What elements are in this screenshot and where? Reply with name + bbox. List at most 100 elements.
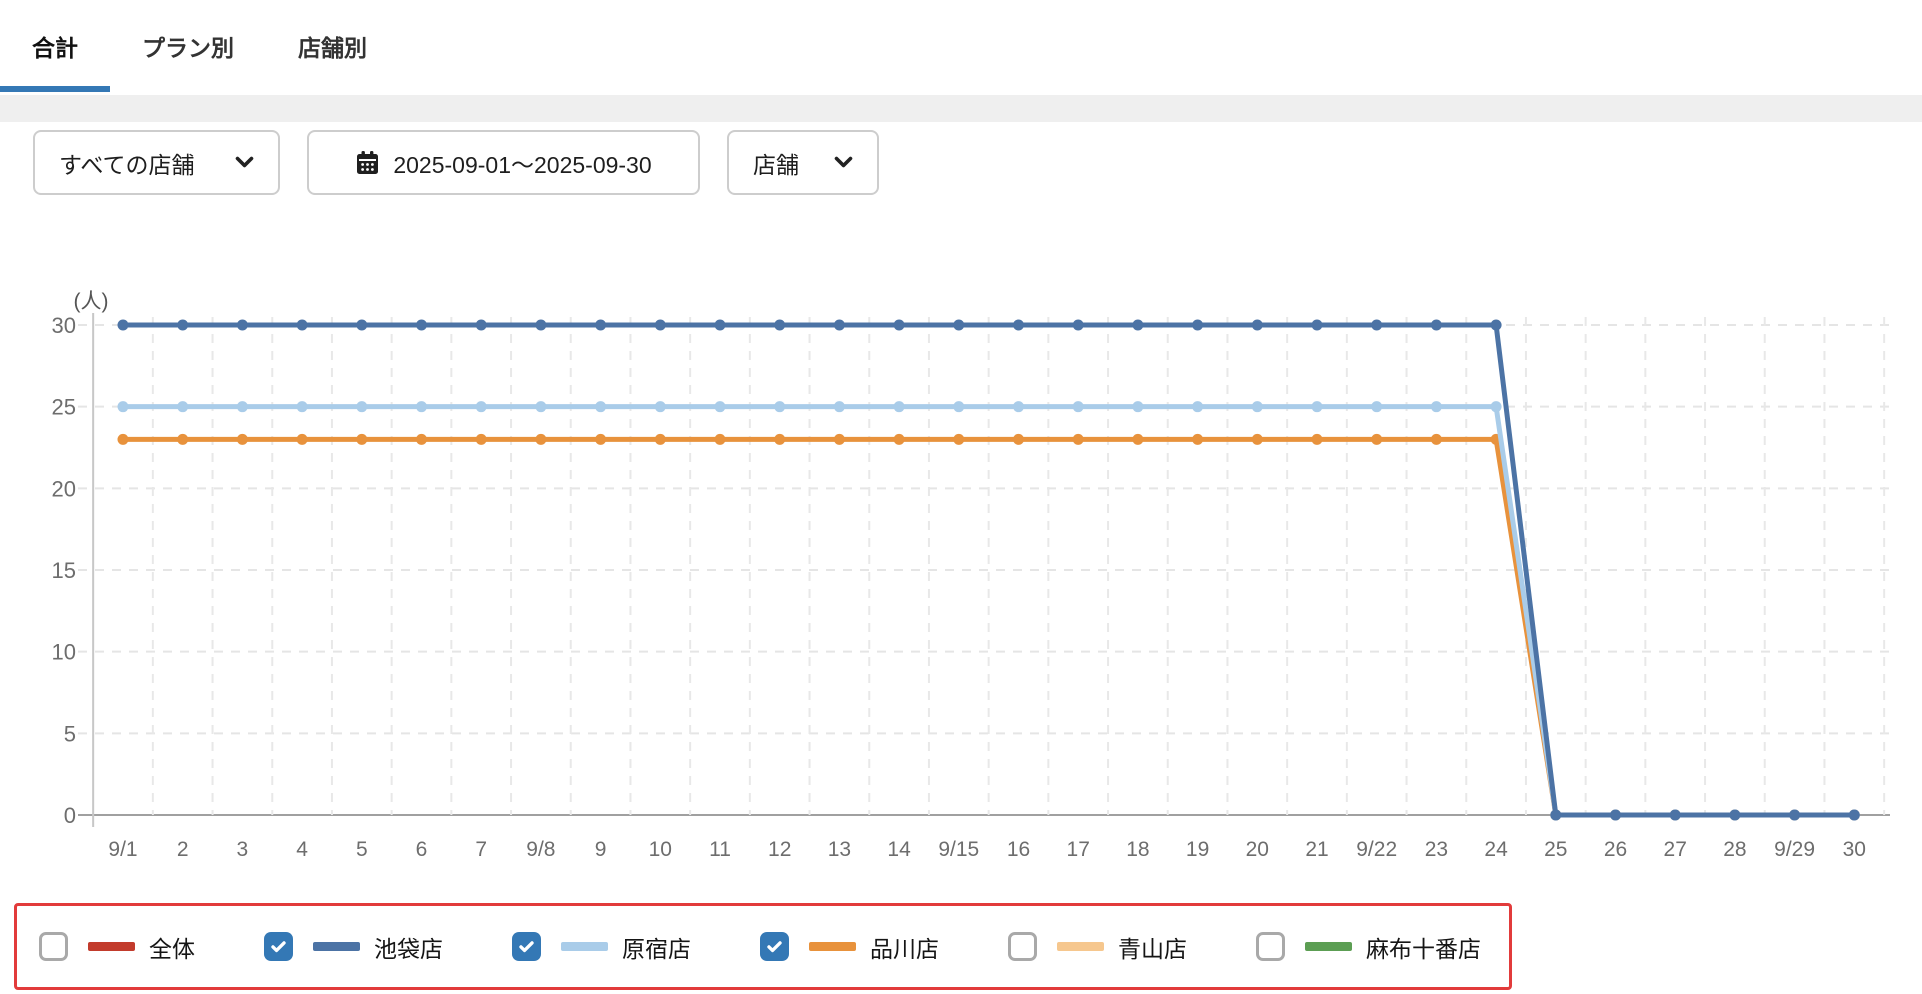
chevron-down-icon [834, 156, 853, 169]
svg-text:15: 15 [52, 558, 76, 583]
legend-item-4[interactable]: 青山店 [1008, 930, 1187, 964]
date-range-picker[interactable]: 2025-09-01～2025-09-30 [307, 130, 700, 195]
y-tick-labels: 0 5 10 15 20 25 30 [52, 313, 76, 828]
svg-text:17: 17 [1067, 838, 1090, 861]
y-axis-unit-label: (人) [73, 290, 109, 313]
legend-swatch [809, 942, 856, 951]
data-point [1669, 809, 1681, 821]
legend-item-1[interactable]: 池袋店 [264, 930, 443, 964]
tab-by-plan-label: プラン別 [142, 35, 234, 61]
data-point [356, 433, 368, 445]
data-point [953, 401, 965, 413]
legend-item-2[interactable]: 原宿店 [512, 930, 691, 964]
data-point [1610, 809, 1621, 821]
series-lines [117, 319, 1860, 821]
data-point [1729, 809, 1741, 821]
data-point [117, 319, 129, 331]
data-point [1430, 433, 1442, 445]
svg-text:25: 25 [1544, 838, 1567, 861]
svg-text:14: 14 [887, 838, 911, 861]
data-point [714, 433, 726, 445]
legend-item-5[interactable]: 麻布十番店 [1256, 930, 1481, 964]
data-point [654, 319, 666, 331]
data-point [1371, 401, 1383, 413]
data-point [356, 319, 368, 331]
series-line-2 [123, 322, 1855, 818]
checkbox-checked-icon[interactable] [760, 932, 789, 961]
data-point [1371, 433, 1383, 445]
data-point [1311, 319, 1323, 331]
legend-swatch [1057, 942, 1104, 951]
divider-strip [0, 95, 1922, 122]
svg-text:19: 19 [1186, 838, 1209, 861]
data-point [1192, 319, 1204, 331]
svg-text:12: 12 [768, 838, 791, 861]
data-point [117, 433, 129, 445]
data-point [475, 433, 487, 445]
data-point [774, 433, 786, 445]
svg-text:4: 4 [296, 838, 308, 861]
data-point [714, 401, 726, 413]
data-point [1490, 319, 1502, 331]
data-point [1311, 401, 1323, 413]
data-point [535, 433, 547, 445]
svg-text:2: 2 [177, 838, 189, 861]
data-point [595, 401, 607, 413]
svg-text:27: 27 [1664, 838, 1687, 861]
svg-text:30: 30 [1843, 838, 1866, 861]
svg-text:30: 30 [52, 313, 76, 338]
data-point [833, 401, 845, 413]
store-select[interactable]: すべての店舗 [33, 130, 280, 195]
checkbox-unchecked-icon[interactable] [1008, 932, 1037, 961]
data-point [1251, 433, 1263, 445]
checkbox-checked-icon[interactable] [512, 932, 541, 961]
svg-text:9/1: 9/1 [108, 838, 137, 861]
filter-bar: すべての店舗 2025-09-01～2025-09-30 店舗 [33, 130, 879, 195]
tab-by-store-label: 店舗別 [298, 35, 367, 61]
checkbox-checked-icon[interactable] [264, 932, 293, 961]
checkbox-unchecked-icon[interactable] [39, 932, 68, 961]
tab-by-plan[interactable]: プラン別 [110, 0, 266, 92]
legend-label: 原宿店 [622, 935, 691, 962]
tab-total[interactable]: 合計 [0, 0, 110, 92]
data-point [1789, 809, 1801, 821]
legend-label: 麻布十番店 [1366, 935, 1481, 962]
data-point [236, 319, 248, 331]
legend-item-0[interactable]: 全体 [39, 930, 195, 964]
data-point [1430, 319, 1442, 331]
svg-text:10: 10 [649, 838, 672, 861]
data-point [1013, 401, 1024, 413]
data-point [177, 401, 189, 413]
svg-text:18: 18 [1126, 838, 1149, 861]
group-by-select[interactable]: 店舗 [727, 130, 879, 195]
svg-text:6: 6 [416, 838, 428, 861]
data-point [1848, 809, 1860, 821]
data-point [774, 319, 786, 331]
data-point [1192, 433, 1204, 445]
data-point [236, 433, 248, 445]
data-point [833, 433, 845, 445]
svg-text:5: 5 [356, 838, 368, 861]
data-point [416, 401, 427, 413]
legend-label: 池袋店 [374, 935, 443, 962]
tab-by-store[interactable]: 店舗別 [266, 0, 399, 92]
legend-swatch [1305, 942, 1352, 951]
legend-swatch [313, 942, 360, 951]
data-point [654, 433, 666, 445]
legend-swatch [561, 942, 608, 951]
legend-label: 青山店 [1118, 935, 1187, 962]
checkbox-unchecked-icon[interactable] [1256, 932, 1285, 961]
data-point [535, 319, 547, 331]
svg-text:28: 28 [1723, 838, 1746, 861]
svg-text:11: 11 [709, 838, 731, 861]
svg-text:21: 21 [1305, 838, 1328, 861]
svg-text:16: 16 [1007, 838, 1030, 861]
svg-text:7: 7 [475, 838, 487, 861]
tab-bar: 合計 プラン別 店舗別 [0, 0, 1922, 92]
legend-item-3[interactable]: 品川店 [760, 930, 939, 964]
svg-text:5: 5 [64, 721, 76, 746]
svg-text:13: 13 [828, 838, 851, 861]
data-point [296, 401, 308, 413]
group-by-select-value: 店舗 [753, 151, 799, 178]
x-tick-labels: 9/1 2 3 4 5 6 7 9/8 9 10 11 12 13 14 9/15 16 17 18 19 20 21 9… [108, 838, 1866, 861]
